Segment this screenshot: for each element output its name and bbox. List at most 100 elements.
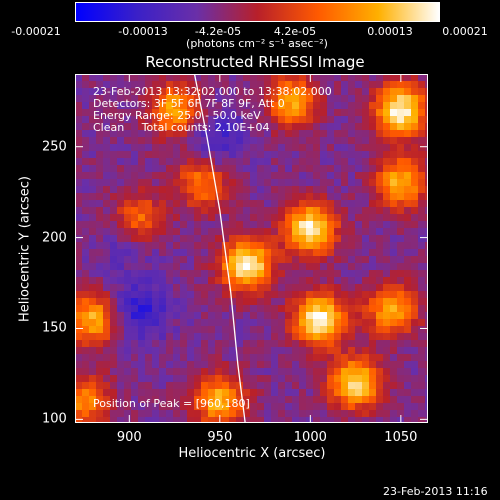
heatmap-cell	[180, 200, 188, 208]
heatmap-cell	[145, 319, 153, 327]
heatmap-cell	[376, 403, 384, 411]
heatmap-cell	[397, 375, 405, 383]
heatmap-cell	[257, 193, 265, 201]
heatmap-cell	[397, 256, 405, 264]
heatmap-cell	[383, 270, 391, 278]
heatmap-cell	[341, 193, 349, 201]
heatmap-cell	[250, 347, 258, 355]
heatmap-cell	[327, 326, 335, 334]
heatmap-cell	[278, 256, 286, 264]
heatmap-cell	[187, 74, 195, 82]
heatmap-cell	[292, 158, 300, 166]
heatmap-cell	[236, 256, 244, 264]
heatmap-cell	[82, 249, 90, 257]
heatmap-cell	[355, 361, 363, 369]
heatmap-cell	[75, 186, 83, 194]
heatmap-cell	[355, 270, 363, 278]
heatmap-cell	[397, 319, 405, 327]
heatmap-cell	[425, 256, 428, 264]
heatmap-cell	[334, 284, 342, 292]
heatmap-cell	[271, 263, 279, 271]
heatmap-cell	[166, 137, 174, 145]
heatmap-cell	[306, 81, 314, 89]
heatmap-cell	[264, 305, 272, 313]
heatmap-cell	[362, 228, 370, 236]
heatmap-cell	[96, 172, 104, 180]
heatmap-cell	[334, 74, 342, 82]
heatmap-cell	[397, 270, 405, 278]
heatmap-cell	[222, 74, 230, 82]
heatmap-cell	[159, 207, 167, 215]
heatmap-cell	[166, 298, 174, 306]
heatmap-cell	[299, 242, 307, 250]
heatmap-cell	[355, 165, 363, 173]
heatmap-cell	[341, 221, 349, 229]
heatmap-cell	[278, 263, 286, 271]
heatmap-cell	[208, 270, 216, 278]
heatmap-cell	[222, 263, 230, 271]
heatmap-cell	[159, 256, 167, 264]
heatmap-cell	[75, 305, 83, 313]
heatmap-cell	[215, 256, 223, 264]
heatmap-cell	[110, 347, 118, 355]
heatmap-cell	[320, 102, 328, 110]
heatmap-cell	[124, 172, 132, 180]
heatmap-cell	[313, 221, 321, 229]
heatmap-cell	[236, 382, 244, 390]
heatmap-cell	[117, 298, 125, 306]
heatmap-cell	[327, 410, 335, 418]
heatmap-cell	[278, 326, 286, 334]
heatmap-cell	[271, 137, 279, 145]
heatmap-cell	[138, 403, 146, 411]
heatmap-cell	[313, 158, 321, 166]
heatmap-cell	[250, 263, 258, 271]
heatmap-cell	[299, 410, 307, 418]
heatmap-cell	[250, 88, 258, 96]
heatmap-cell	[117, 221, 125, 229]
heatmap-cell	[369, 74, 377, 82]
heatmap-cell	[348, 333, 356, 341]
heatmap-cell	[376, 410, 384, 418]
heatmap-cell	[82, 123, 90, 131]
heatmap-cell	[124, 165, 132, 173]
heatmap-cell	[383, 179, 391, 187]
heatmap-cell	[173, 410, 181, 418]
heatmap-cell	[187, 305, 195, 313]
heatmap-cell	[173, 256, 181, 264]
heatmap-cell	[194, 165, 202, 173]
heatmap-cell	[180, 263, 188, 271]
heatmap-cell	[278, 389, 286, 397]
heatmap-cell	[173, 375, 181, 383]
heatmap-cell	[390, 291, 398, 299]
heatmap-cell	[117, 193, 125, 201]
heatmap-cell	[110, 368, 118, 376]
heatmap-cell	[229, 277, 237, 285]
heatmap-cell	[166, 340, 174, 348]
heatmap-cell	[194, 319, 202, 327]
heatmap-cell	[236, 396, 244, 404]
heatmap-cell	[124, 340, 132, 348]
heatmap-cell	[257, 207, 265, 215]
heatmap-cell	[201, 354, 209, 362]
heatmap-cell	[131, 396, 139, 404]
heatmap-cell	[299, 249, 307, 257]
heatmap-cell	[110, 312, 118, 320]
heatmap-cell	[397, 137, 405, 145]
heatmap-cell	[320, 312, 328, 320]
heatmap-cell	[306, 382, 314, 390]
heatmap-cell	[208, 333, 216, 341]
heatmap-cell	[397, 368, 405, 376]
heatmap-cell	[166, 130, 174, 138]
heatmap-cell	[376, 95, 384, 103]
heatmap-cell	[411, 151, 419, 159]
heatmap-cell	[390, 95, 398, 103]
heatmap-cell	[159, 130, 167, 138]
heatmap-cell	[166, 347, 174, 355]
heatmap-cell	[299, 144, 307, 152]
heatmap-cell	[299, 158, 307, 166]
heatmap-cell	[82, 165, 90, 173]
heatmap-cell	[264, 102, 272, 110]
heatmap-cell	[278, 242, 286, 250]
heatmap-cell	[117, 179, 125, 187]
heatmap-cell	[89, 347, 97, 355]
